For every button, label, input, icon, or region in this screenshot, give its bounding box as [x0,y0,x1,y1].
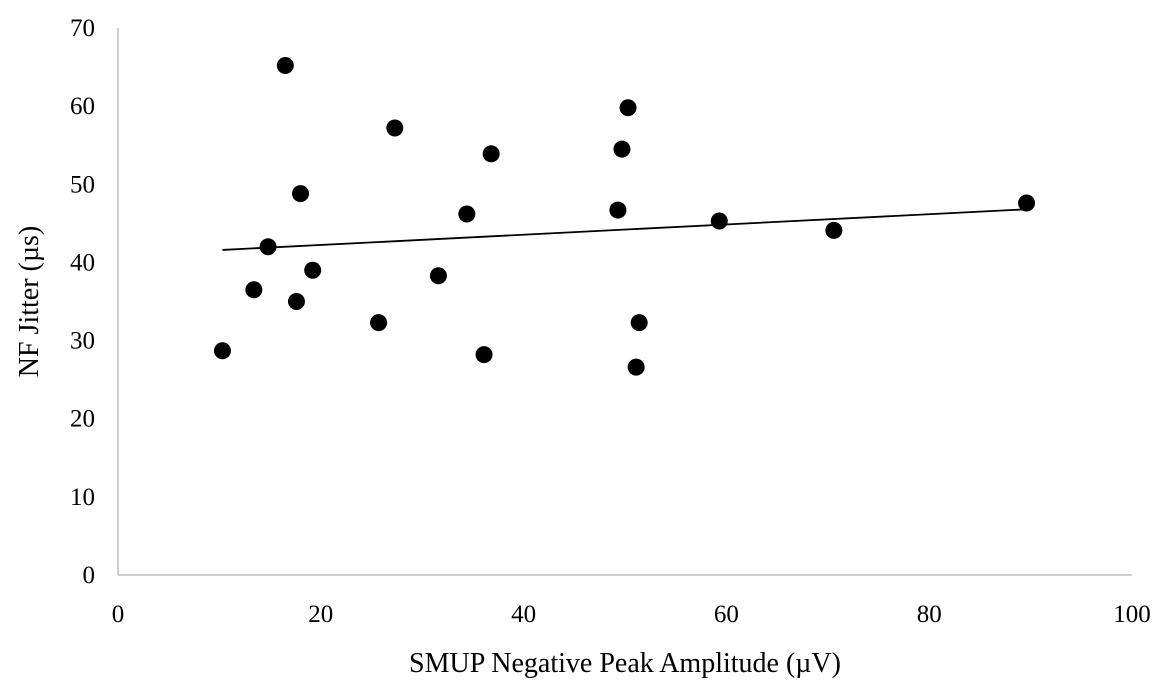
data-point [609,201,627,219]
x-tick-label: 60 [714,601,739,628]
data-point [475,346,493,364]
y-tick-label: 40 [70,249,95,276]
data-point [482,145,500,163]
data-point [304,261,322,279]
data-point [619,99,637,117]
x-tick-label: 0 [112,601,125,628]
data-point [627,358,645,376]
y-tick-label: 70 [70,15,95,42]
y-tick-label: 60 [70,93,95,120]
x-tick-label: 80 [917,601,942,628]
data-point [386,119,404,137]
data-point [825,221,843,239]
data-point [1018,194,1036,212]
data-point [276,57,294,75]
data-point [213,342,231,360]
y-tick-label: 50 [70,171,95,198]
data-points [213,57,1036,376]
x-tick-label: 100 [1113,601,1151,628]
plot-area: 0 10 20 30 40 50 60 70 0 20 40 60 80 100 [70,15,1151,628]
data-point [287,293,305,310]
y-tick-label: 20 [70,406,95,433]
x-tick-label: 20 [308,601,333,628]
y-tick-labels: 0 10 20 30 40 50 60 70 [70,15,95,589]
y-tick-label: 0 [83,562,96,589]
data-point [292,185,310,203]
data-point [429,267,447,285]
data-point [245,281,263,299]
data-point [710,212,728,230]
data-point [370,314,388,332]
y-tick-label: 10 [70,484,95,511]
y-axis-title: NF Jitter (µs) [14,226,45,377]
x-axis-title: SMUP Negative Peak Amplitude (µV) [409,648,841,679]
x-tick-label: 40 [511,601,536,628]
data-point [613,140,631,158]
x-tick-labels: 0 20 40 60 80 100 [112,601,1151,628]
data-point [630,314,648,332]
trendline [222,208,1027,251]
y-tick-label: 30 [70,328,95,355]
data-point [458,205,476,223]
